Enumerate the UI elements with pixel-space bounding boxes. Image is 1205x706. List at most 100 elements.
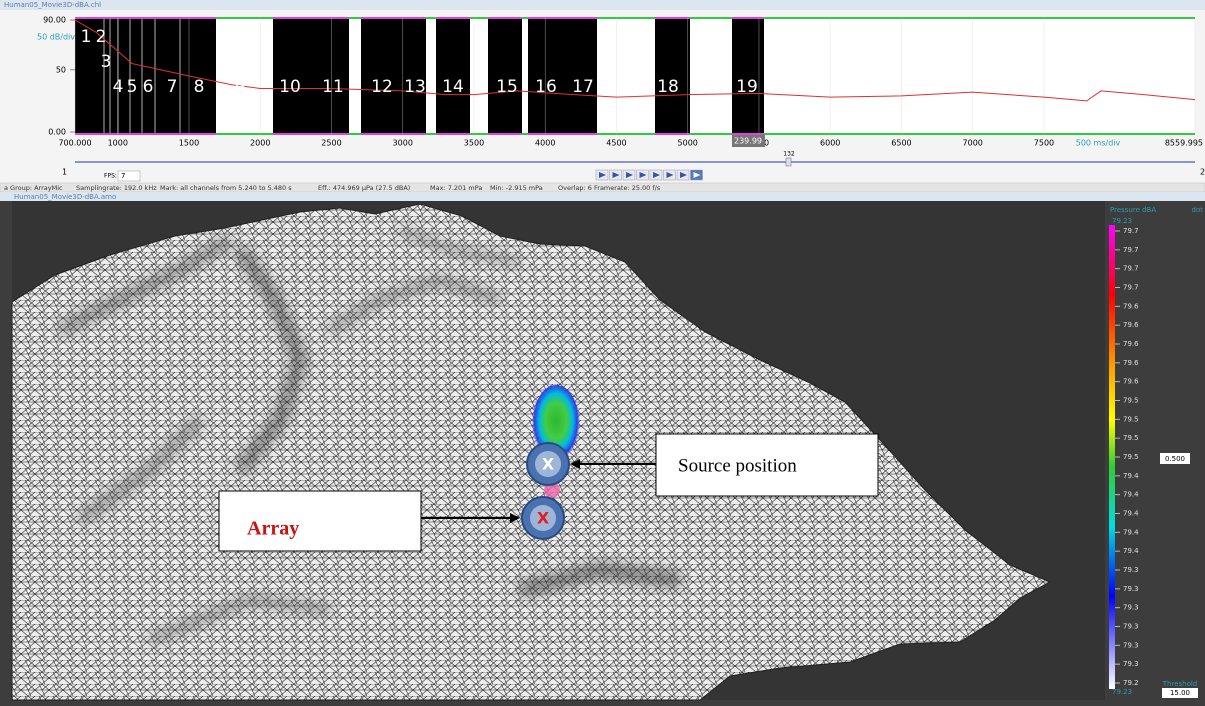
x-tick-label: 4500 <box>606 139 626 148</box>
segment-label: 13 <box>404 77 426 97</box>
colorbar-tick-label: 79.7 <box>1123 265 1139 273</box>
segment-block <box>436 18 470 134</box>
segment-block <box>273 18 349 134</box>
colorbar-tick-label: 79.6 <box>1123 359 1139 367</box>
segment-label: 4 <box>113 77 124 97</box>
segment-block <box>655 18 690 134</box>
colorbar-tick-label: 79.3 <box>1123 604 1139 612</box>
x-division: 500 ms/div <box>1076 139 1121 148</box>
segment-label: 3 <box>101 52 112 72</box>
colorbar-top: 79.23 <box>1112 217 1132 225</box>
colorbar-title: Pressure dBA <box>1110 206 1156 214</box>
x-tick-label: 7500 <box>1034 139 1054 148</box>
colorbar-tick-label: 79.4 <box>1123 472 1139 480</box>
colorbar-bottom: 79.23 <box>1112 688 1132 696</box>
title-bar <box>0 192 1205 201</box>
segment-block <box>361 18 426 134</box>
slider-thumb[interactable] <box>786 158 791 166</box>
x-tick-label: 8559.995 <box>1165 139 1203 148</box>
x-tick-label: 4000 <box>535 139 555 148</box>
source-marker-label: X <box>542 455 555 474</box>
segment-label: 7 <box>167 77 178 97</box>
fps-value: 7 <box>121 172 125 180</box>
x-tick-label: 7000 <box>963 139 983 148</box>
segment-label: 10 <box>279 77 301 97</box>
colorbar-tick-label: 79.4 <box>1123 547 1139 555</box>
x-tick-label: 700.000 <box>58 139 91 148</box>
colorbar-tick-label: 79.5 <box>1123 415 1139 423</box>
y-tick-label: 0.00 <box>48 128 66 137</box>
segment-label: 6 <box>143 77 154 97</box>
status-field: Max: 7.201 mPa <box>430 184 482 192</box>
segment-label: 2 <box>96 27 107 47</box>
x-tick-label: 1000 <box>108 139 128 148</box>
y-tick-label: 90.00 <box>43 16 66 25</box>
screen: Human05_Movie3D-dBA.chl 700.000 1000 1500 2… <box>0 0 1205 706</box>
colorbar-tick-label: 79.7 <box>1123 284 1139 292</box>
mid-value: 0.500 <box>1165 455 1185 463</box>
segment-block <box>488 18 522 134</box>
x-tick-label: 2500 <box>321 139 341 148</box>
colorbar-tick-label: 79.3 <box>1123 585 1139 593</box>
slider-start: 1 <box>62 168 67 177</box>
array-marker-label: X <box>537 509 550 528</box>
colorbar-tick-label: 79.7 <box>1123 246 1139 254</box>
threshold-value: 15.00 <box>1170 689 1190 697</box>
x-tick-label: 5000 <box>678 139 698 148</box>
colorbar-tick-label: 79.2 <box>1123 679 1139 687</box>
x-tick-label: 6000 <box>820 139 840 148</box>
colorbar-tick-label: 79.6 <box>1123 340 1139 348</box>
slider-position: 132 <box>783 151 795 158</box>
segment-label: 16 <box>535 77 557 97</box>
status-field: a Group: ArrayMic <box>4 184 63 192</box>
segment-block <box>528 18 597 134</box>
segment-label: 15 <box>496 77 518 97</box>
fps-label: FPS: <box>104 173 117 180</box>
segment-label: 5 <box>127 77 138 97</box>
callout-source: Source position <box>678 455 797 476</box>
status-field: Mark: all channels from 5.240 to 5.480 s <box>160 184 292 192</box>
colorbar-tick-label: 79.3 <box>1123 660 1139 668</box>
status-field: Overlap: 6 <box>558 184 592 192</box>
callout-array: Array <box>247 518 299 540</box>
plot-area <box>75 18 1195 134</box>
segment-label: 18 <box>657 77 679 97</box>
x-tick-label: 3000 <box>393 139 413 148</box>
colorbar-tick-label: 79.4 <box>1123 491 1139 499</box>
colorbar-tick-label: 79.4 <box>1123 528 1139 536</box>
colorbar-tick-label: 79.7 <box>1123 227 1139 235</box>
segment-label: 12 <box>371 77 393 97</box>
slider-end: 20 <box>1200 168 1205 177</box>
colorbar-tick-label: 79.3 <box>1123 641 1139 649</box>
y-division: 50 dB/div <box>37 33 75 42</box>
x-tick-label: 2000 <box>250 139 270 148</box>
status-field: Samplingrate: 192.0 kHz <box>76 184 157 192</box>
colorbar-tick-label: 79.4 <box>1123 510 1139 518</box>
window-title: Human05_Movie3D-dBA.chl <box>4 1 101 9</box>
colorbar <box>1109 225 1115 689</box>
colorbar-corner: dot <box>1192 206 1204 214</box>
x-tick-label: 3500 <box>464 139 484 148</box>
colorbar-tick-label: 79.6 <box>1123 321 1139 329</box>
title-bar <box>0 0 1205 10</box>
colorbar-tick-label: 79.6 <box>1123 302 1139 310</box>
segment-label: 17 <box>572 77 594 97</box>
status-field: Framerate: 25.00 f/s <box>594 184 661 192</box>
x-tick-label: 6500 <box>891 139 911 148</box>
colorbar-tick-label: 79.3 <box>1123 623 1139 631</box>
window-title: Human05_Movie3D-dBA.amo <box>14 193 116 201</box>
x-tick-label: 1500 <box>179 139 199 148</box>
segment-label: 19 <box>736 77 758 97</box>
colorbar-tick-label: 79.5 <box>1123 453 1139 461</box>
colorbar-tick-label: 79.5 <box>1123 397 1139 405</box>
colorbar-tick-label: 79.5 <box>1123 434 1139 442</box>
status-field: Min: -2.915 mPa <box>490 184 543 192</box>
threshold-label: Threshold <box>1162 680 1198 688</box>
segment-label: 11 <box>322 77 344 97</box>
y-tick-label: 50 <box>56 65 66 74</box>
segment-label: 9 <box>235 77 246 97</box>
segment-label: 8 <box>194 77 205 97</box>
segment-label: 14 <box>442 77 464 97</box>
segment-label: 1 <box>81 27 92 47</box>
colorbar-tick-label: 79.6 <box>1123 378 1139 386</box>
